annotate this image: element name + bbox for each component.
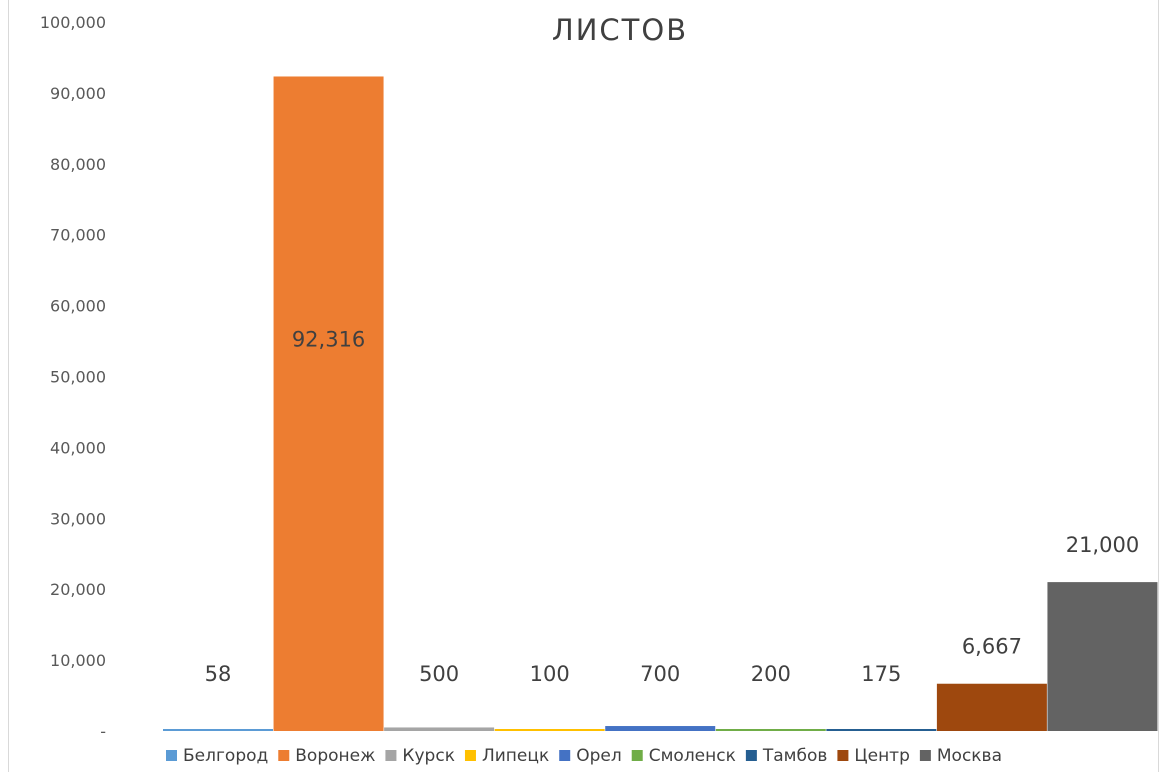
data-label: 500 bbox=[419, 662, 459, 686]
y-tick-label: 40,000 bbox=[50, 438, 106, 457]
legend-entry: Белгород bbox=[183, 746, 268, 766]
chart-frame-right-border bbox=[1158, 0, 1159, 772]
legend-entry: Орел bbox=[576, 746, 622, 766]
y-tick-label: 70,000 bbox=[50, 226, 106, 245]
legend-swatch bbox=[837, 750, 849, 761]
data-label: 175 bbox=[861, 662, 901, 686]
legend-swatch bbox=[919, 750, 931, 761]
bar-7 bbox=[826, 729, 937, 731]
data-label: 21,000 bbox=[1066, 533, 1139, 557]
bar-8 bbox=[936, 683, 1047, 731]
y-tick-label: 10,000 bbox=[50, 651, 106, 670]
y-axis-ticks: - 10,000 20,000 30,000 40,000 50,000 60,000 70,… bbox=[40, 13, 106, 741]
legend-swatch bbox=[559, 750, 571, 761]
y-tick-label: 50,000 bbox=[50, 368, 106, 387]
data-labels-group: 58 92,316 500 100 700 200 175 6,667 21,000 bbox=[205, 327, 1140, 686]
data-label: 6,667 bbox=[962, 635, 1022, 659]
data-label: 92,316 bbox=[292, 327, 365, 351]
legend-entry: Липецк bbox=[482, 746, 549, 766]
legend-swatch bbox=[631, 750, 643, 761]
data-label: 700 bbox=[640, 662, 680, 686]
legend-entry: Воронеж bbox=[295, 746, 375, 766]
legend-swatch bbox=[385, 750, 397, 761]
legend-entry: Тамбов bbox=[762, 746, 828, 766]
data-label: 58 bbox=[205, 662, 232, 686]
y-tick-label: - bbox=[100, 722, 106, 741]
y-tick-label: 20,000 bbox=[50, 580, 106, 599]
chart-title: ЛИСТОВ bbox=[552, 13, 688, 47]
bar-5 bbox=[605, 726, 716, 731]
y-tick-label: 60,000 bbox=[50, 297, 106, 316]
y-tick-label: 100,000 bbox=[40, 13, 106, 32]
legend-entry: Центр bbox=[854, 746, 909, 766]
data-label: 100 bbox=[530, 662, 570, 686]
legend-swatch bbox=[166, 750, 177, 761]
bar-3 bbox=[384, 727, 495, 731]
legend-swatch bbox=[278, 750, 290, 761]
data-label: 200 bbox=[751, 662, 791, 686]
legend-entry: Москва bbox=[937, 746, 1002, 766]
y-tick-label: 90,000 bbox=[50, 84, 106, 103]
legend-swatch bbox=[464, 750, 476, 761]
y-tick-label: 80,000 bbox=[50, 155, 106, 174]
legend: Белгород Воронеж Курск Липецк Орел Смоленск Та… bbox=[166, 746, 1002, 766]
bar-9 bbox=[1047, 582, 1158, 731]
chart-frame-left-border bbox=[8, 0, 9, 772]
legend-swatch bbox=[745, 750, 757, 761]
legend-entry: Смоленск bbox=[649, 746, 736, 766]
bar-1 bbox=[163, 729, 274, 731]
bar-2 bbox=[273, 76, 384, 732]
y-tick-label: 30,000 bbox=[50, 509, 106, 528]
bar-4 bbox=[494, 729, 605, 731]
legend-entry: Курск bbox=[402, 746, 455, 766]
bar-6 bbox=[715, 729, 826, 731]
bars-group bbox=[163, 76, 1158, 732]
